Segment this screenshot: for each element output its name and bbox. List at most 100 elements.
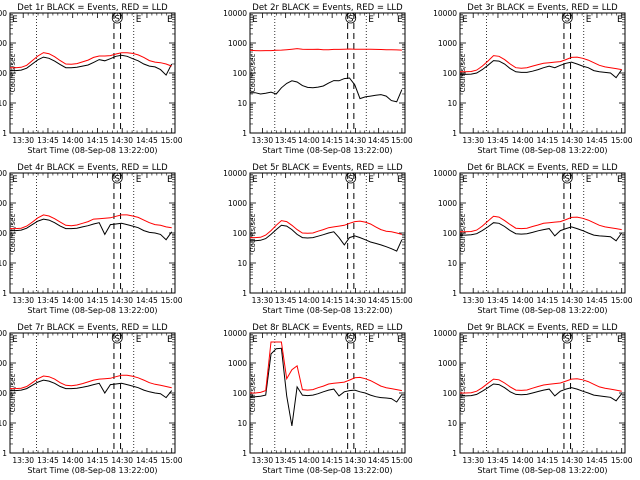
plot-frame bbox=[9, 172, 176, 294]
x-tick-label: 14:30 bbox=[345, 136, 367, 145]
x-tick-label: 15:00 bbox=[161, 136, 183, 145]
y-tick-label: 1 bbox=[242, 449, 247, 458]
panel-4: Det 4r BLACK = Events, RED = LLD 1 10 100 10… bbox=[0, 163, 183, 315]
x-tick-label: 14:30 bbox=[111, 296, 133, 305]
lld-series-line bbox=[460, 378, 622, 394]
x-axis-label: Start Time (08-Sep-08 13:22:00) bbox=[477, 146, 607, 155]
x-tick-label: 15:00 bbox=[611, 296, 633, 305]
flag-e-mid: E bbox=[136, 175, 142, 185]
y-tick-label: 100 bbox=[233, 229, 248, 238]
panel-1: Det 1r BLACK = Events, RED = LLD 1 10 100 10… bbox=[0, 3, 183, 155]
x-tick-label: 13:45 bbox=[275, 296, 297, 305]
flag-e-mid: E bbox=[586, 335, 592, 345]
x-tick-label: 13:30 bbox=[252, 456, 274, 465]
flag-e-right: E bbox=[167, 15, 173, 25]
flag-s-circle bbox=[111, 172, 123, 184]
y-tick-label: 100 bbox=[443, 229, 458, 238]
lld-series-line bbox=[249, 48, 402, 52]
x-tick-label: 14:00 bbox=[512, 296, 534, 305]
x-tick-label: 14:45 bbox=[136, 296, 158, 305]
events-series-line bbox=[250, 224, 403, 252]
x-tick-label: 13:45 bbox=[275, 136, 297, 145]
events-series-line bbox=[250, 347, 403, 426]
panel-title: Det 2r BLACK = Events, RED = LLD bbox=[252, 3, 403, 13]
x-tick-label: 14:00 bbox=[512, 136, 534, 145]
panel-title: Det 6r BLACK = Events, RED = LLD bbox=[467, 163, 618, 173]
x-tick-label: 14:30 bbox=[345, 456, 367, 465]
y-axis-label: Counts/sec bbox=[459, 54, 467, 93]
panel-title: Det 9r BLACK = Events, RED = LLD bbox=[467, 323, 618, 333]
x-tick-label: 13:30 bbox=[12, 296, 34, 305]
x-tick-label: 13:45 bbox=[37, 136, 59, 145]
y-tick-label: 10000 bbox=[0, 329, 7, 338]
x-tick-label: 15:00 bbox=[161, 456, 183, 465]
x-tick-label: 13:30 bbox=[252, 136, 274, 145]
y-tick-label: 1000 bbox=[228, 199, 247, 208]
x-tick-label: 14:30 bbox=[561, 136, 583, 145]
events-series-line bbox=[10, 379, 173, 399]
x-tick-label: 14:00 bbox=[298, 296, 320, 305]
flag-e-right: E bbox=[167, 175, 173, 185]
events-series-line bbox=[460, 60, 623, 79]
x-tick-label: 15:00 bbox=[391, 136, 413, 145]
x-tick-label: 14:00 bbox=[62, 456, 84, 465]
y-axis-label: Counts/sec bbox=[9, 54, 17, 93]
y-tick-label: 1000 bbox=[438, 39, 457, 48]
x-tick-label: 14:30 bbox=[561, 296, 583, 305]
y-tick-label: 10000 bbox=[223, 329, 247, 338]
y-tick-label: 10000 bbox=[0, 9, 7, 18]
y-tick-label: 10000 bbox=[223, 169, 247, 178]
x-tick-label: 13:30 bbox=[252, 296, 274, 305]
plot-frame bbox=[459, 172, 626, 294]
flag-s-circle bbox=[345, 12, 357, 24]
x-tick-label: 14:00 bbox=[298, 136, 320, 145]
flag-e-right: E bbox=[397, 335, 403, 345]
x-tick-label: 15:00 bbox=[611, 456, 633, 465]
x-axis-label: Start Time (08-Sep-08 13:22:00) bbox=[477, 466, 607, 475]
y-tick-label: 10000 bbox=[433, 169, 457, 178]
y-tick-label: 10000 bbox=[0, 169, 7, 178]
flag-e-right: E bbox=[167, 335, 173, 345]
flag-e-right: E bbox=[617, 15, 623, 25]
y-tick-label: 100 bbox=[443, 69, 458, 78]
flag-e-left: E bbox=[462, 175, 468, 185]
x-tick-label: 15:00 bbox=[161, 296, 183, 305]
x-axis-label: Start Time (08-Sep-08 13:22:00) bbox=[477, 306, 607, 315]
y-axis-label: Counts/sec bbox=[249, 54, 257, 93]
x-axis-label: Start Time (08-Sep-08 13:22:00) bbox=[27, 306, 157, 315]
x-tick-label: 14:15 bbox=[87, 296, 109, 305]
x-tick-label: 13:30 bbox=[12, 136, 34, 145]
y-tick-label: 100 bbox=[0, 229, 7, 238]
flag-s-label: S bbox=[348, 15, 354, 25]
x-tick-label: 14:15 bbox=[537, 456, 559, 465]
y-tick-label: 10 bbox=[447, 99, 457, 108]
y-tick-label: 1000 bbox=[0, 199, 7, 208]
y-tick-label: 1000 bbox=[0, 359, 7, 368]
x-tick-label: 14:45 bbox=[136, 136, 158, 145]
x-tick-label: 15:00 bbox=[611, 136, 633, 145]
x-tick-label: 13:30 bbox=[462, 456, 484, 465]
y-tick-label: 10 bbox=[237, 259, 247, 268]
flag-e-right: E bbox=[397, 15, 403, 25]
plot-frame bbox=[459, 332, 626, 454]
x-tick-label: 14:15 bbox=[321, 136, 343, 145]
panel-title: Det 4r BLACK = Events, RED = LLD bbox=[17, 163, 168, 173]
flag-s-label: S bbox=[348, 175, 354, 185]
panel-title: Det 5r BLACK = Events, RED = LLD bbox=[252, 163, 403, 173]
lld-series-line bbox=[250, 341, 402, 394]
y-tick-label: 1 bbox=[2, 129, 7, 138]
x-tick-label: 14:15 bbox=[321, 296, 343, 305]
y-tick-label: 10 bbox=[447, 259, 457, 268]
y-tick-label: 1 bbox=[452, 129, 457, 138]
y-tick-label: 1 bbox=[452, 289, 457, 298]
y-tick-label: 10 bbox=[0, 259, 7, 268]
y-tick-label: 1000 bbox=[228, 359, 247, 368]
flag-s-circle bbox=[345, 172, 357, 184]
flag-s-circle bbox=[111, 332, 123, 344]
x-tick-label: 15:00 bbox=[391, 296, 413, 305]
x-axis-label: Start Time (08-Sep-08 13:22:00) bbox=[262, 146, 392, 155]
x-tick-label: 14:00 bbox=[62, 136, 84, 145]
y-tick-label: 10000 bbox=[433, 9, 457, 18]
lld-series-line bbox=[10, 374, 172, 390]
y-axis-label: Counts/sec bbox=[459, 214, 467, 253]
